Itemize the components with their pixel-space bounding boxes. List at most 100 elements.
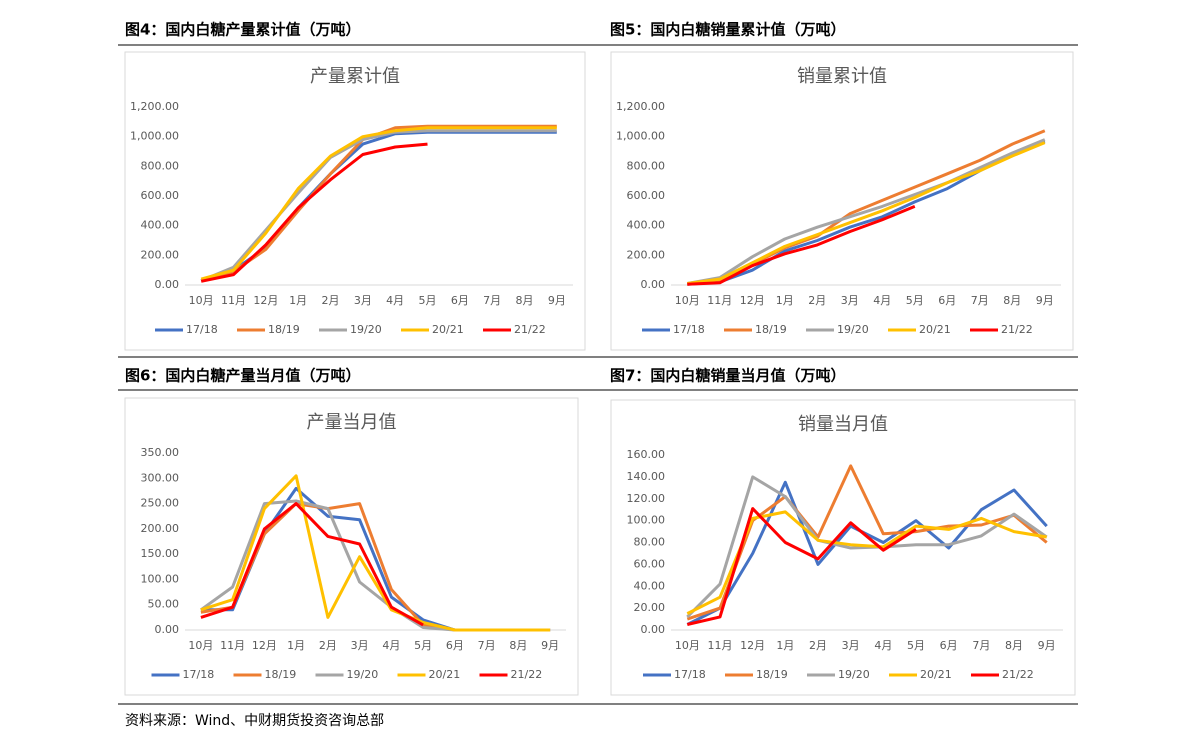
y-tick-label: 60.00 [634,557,666,570]
x-tick-label: 4月 [873,294,891,307]
x-tick-label: 3月 [354,294,372,307]
y-tick-label: 160.00 [627,448,666,461]
caption: 图4：国内白糖产量累计值（万吨） [125,21,360,39]
x-tick-label: 11月 [220,639,245,652]
legend-label: 20/21 [919,323,951,336]
y-tick-label: 800.00 [627,159,666,172]
x-tick-label: 4月 [874,639,892,652]
chart-frame [124,51,586,351]
legend-label: 20/21 [429,668,461,681]
x-tick-label: 12月 [740,294,765,307]
series-line [200,474,551,632]
caption: 图5：国内白糖销量累计值（万吨） [610,21,845,39]
x-tick-label: 9月 [1038,639,1056,652]
y-tick-label: 200.00 [141,248,180,261]
y-tick-label: 0.00 [155,623,180,636]
legend-label: 18/19 [756,668,788,681]
y-tick-label: 40.00 [634,579,666,592]
x-tick-label: 2月 [319,639,337,652]
legend-label: 19/20 [837,323,869,336]
legend-label: 18/19 [268,323,300,336]
y-tick-label: 200.00 [141,522,180,535]
x-tick-label: 10月 [675,639,700,652]
series-line [687,205,916,286]
y-tick-label: 150.00 [141,547,180,560]
series-line [200,142,428,283]
caption: 图6：国内白糖产量当月值（万吨） [125,367,360,385]
y-tick-label: 200.00 [627,248,666,261]
x-tick-label: 7月 [972,639,990,652]
legend-label: 21/22 [514,323,546,336]
x-tick-label: 8月 [509,639,527,652]
y-tick-label: 50.00 [148,598,180,611]
x-tick-label: 12月 [740,639,765,652]
x-tick-label: 5月 [906,294,924,307]
legend-label: 21/22 [1001,323,1033,336]
x-tick-label: 12月 [253,294,278,307]
x-tick-label: 9月 [1036,294,1054,307]
series-line [686,475,1048,618]
y-tick-label: 80.00 [634,536,666,549]
series-line [200,502,424,627]
chart-frame [610,51,1074,351]
x-tick-label: 5月 [907,639,925,652]
legend-label: 21/22 [1002,668,1034,681]
x-tick-label: 7月 [483,294,501,307]
y-tick-label: 100.00 [141,572,180,585]
legend-label: 18/19 [755,323,787,336]
chart-frame [124,397,579,696]
legend-label: 17/18 [186,323,218,336]
x-tick-label: 4月 [386,294,404,307]
source: 资料来源：Wind、中财期货投资咨询总部 [125,712,384,729]
x-tick-label: 4月 [382,639,400,652]
y-tick-label: 600.00 [141,189,180,202]
y-tick-label: 1,200.00 [616,100,665,113]
legend-label: 17/18 [673,323,705,336]
caption: 图7：国内白糖销量当月值（万吨） [610,367,845,385]
y-tick-label: 120.00 [627,492,666,505]
x-tick-label: 5月 [414,639,432,652]
y-tick-label: 0.00 [641,278,666,291]
y-tick-label: 1,000.00 [130,130,179,143]
legend-label: 18/19 [265,668,297,681]
x-tick-label: 7月 [971,294,989,307]
y-tick-label: 250.00 [141,497,180,510]
series-line [686,507,917,626]
x-tick-label: 10月 [675,294,700,307]
y-tick-label: 400.00 [141,219,180,232]
x-tick-label: 1月 [289,294,307,307]
x-tick-label: 1月 [776,294,794,307]
y-tick-label: 600.00 [627,189,666,202]
x-tick-label: 10月 [188,639,213,652]
legend-label: 20/21 [920,668,952,681]
y-tick-label: 350.00 [141,446,180,459]
series-line [687,138,1046,285]
y-tick-label: 300.00 [141,471,180,484]
series-line [687,141,1046,285]
y-tick-label: 100.00 [627,514,666,527]
y-tick-label: 1,200.00 [130,100,179,113]
legend-label: 20/21 [432,323,464,336]
chart-title: 销量累计值 [797,66,887,87]
y-tick-label: 20.00 [634,601,666,614]
x-tick-label: 8月 [1005,639,1023,652]
chart-title: 销量当月值 [798,414,888,435]
x-tick-label: 5月 [419,294,437,307]
y-tick-label: 0.00 [155,278,180,291]
x-tick-label: 11月 [221,294,246,307]
x-tick-label: 8月 [1003,294,1021,307]
legend-label: 21/22 [511,668,543,681]
series-line [200,126,557,281]
x-tick-label: 2月 [322,294,340,307]
x-tick-label: 6月 [938,294,956,307]
x-tick-label: 9月 [541,639,559,652]
legend-label: 17/18 [183,668,215,681]
x-tick-label: 11月 [707,294,732,307]
chart-title: 产量当月值 [307,412,397,433]
series-line [686,480,1048,626]
x-tick-label: 8月 [516,294,534,307]
x-tick-label: 3月 [841,294,859,307]
x-tick-label: 6月 [446,639,464,652]
legend-label: 19/20 [347,668,379,681]
